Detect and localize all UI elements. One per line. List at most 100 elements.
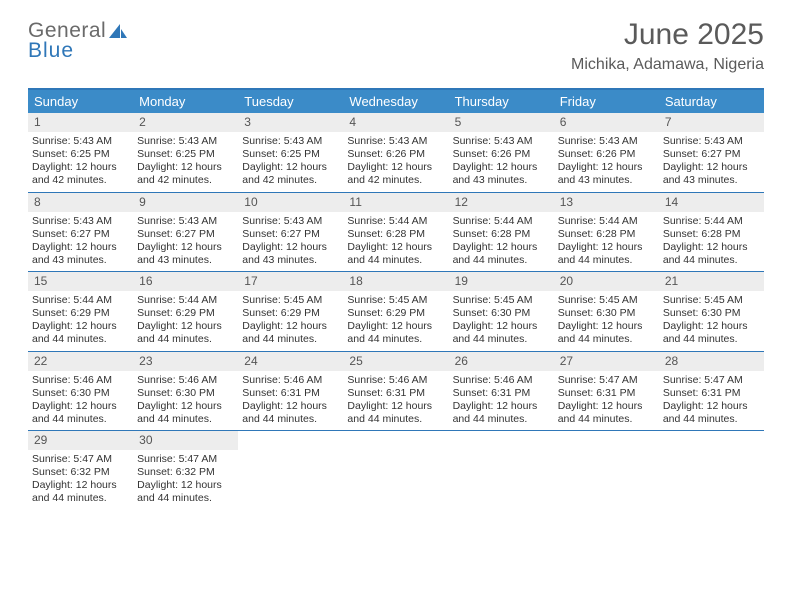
daylight-line: Daylight: 12 hours and 42 minutes. (137, 161, 234, 187)
calendar-day: 11Sunrise: 5:44 AMSunset: 6:28 PMDayligh… (343, 193, 448, 272)
sunset-line: Sunset: 6:26 PM (347, 148, 444, 161)
sunrise-line: Sunrise: 5:46 AM (242, 374, 339, 387)
daylight-line: Daylight: 12 hours and 43 minutes. (32, 241, 129, 267)
sunrise-line: Sunrise: 5:45 AM (453, 294, 550, 307)
day-number (659, 431, 764, 450)
sunrise-line: Sunrise: 5:47 AM (137, 453, 234, 466)
daylight-line: Daylight: 12 hours and 43 minutes. (453, 161, 550, 187)
weekday-header: Saturday (659, 90, 764, 113)
calendar-day: 9Sunrise: 5:43 AMSunset: 6:27 PMDaylight… (133, 193, 238, 272)
calendar-day: 8Sunrise: 5:43 AMSunset: 6:27 PMDaylight… (28, 193, 133, 272)
day-details: Sunrise: 5:43 AMSunset: 6:26 PMDaylight:… (343, 132, 448, 192)
calendar-day: 3Sunrise: 5:43 AMSunset: 6:25 PMDaylight… (238, 113, 343, 192)
sunset-line: Sunset: 6:25 PM (242, 148, 339, 161)
calendar-day: 21Sunrise: 5:45 AMSunset: 6:30 PMDayligh… (659, 272, 764, 351)
sunrise-line: Sunrise: 5:46 AM (347, 374, 444, 387)
daylight-line: Daylight: 12 hours and 44 minutes. (347, 400, 444, 426)
daylight-line: Daylight: 12 hours and 43 minutes. (663, 161, 760, 187)
day-details: Sunrise: 5:43 AMSunset: 6:27 PMDaylight:… (28, 212, 133, 272)
page-header: General Blue June 2025 Michika, Adamawa,… (0, 0, 792, 82)
daylight-line: Daylight: 12 hours and 44 minutes. (558, 400, 655, 426)
day-number: 7 (659, 113, 764, 132)
calendar-day: 14Sunrise: 5:44 AMSunset: 6:28 PMDayligh… (659, 193, 764, 272)
calendar-day (554, 431, 659, 510)
daylight-line: Daylight: 12 hours and 44 minutes. (242, 400, 339, 426)
day-number (449, 431, 554, 450)
calendar-day: 1Sunrise: 5:43 AMSunset: 6:25 PMDaylight… (28, 113, 133, 192)
sunrise-line: Sunrise: 5:46 AM (137, 374, 234, 387)
calendar-day: 6Sunrise: 5:43 AMSunset: 6:26 PMDaylight… (554, 113, 659, 192)
daylight-line: Daylight: 12 hours and 44 minutes. (347, 241, 444, 267)
calendar-day (449, 431, 554, 510)
sunset-line: Sunset: 6:31 PM (558, 387, 655, 400)
calendar-week: 29Sunrise: 5:47 AMSunset: 6:32 PMDayligh… (28, 431, 764, 510)
day-details: Sunrise: 5:43 AMSunset: 6:27 PMDaylight:… (133, 212, 238, 272)
calendar: SundayMondayTuesdayWednesdayThursdayFrid… (28, 88, 764, 510)
calendar-day (659, 431, 764, 510)
sunrise-line: Sunrise: 5:43 AM (137, 215, 234, 228)
sunrise-line: Sunrise: 5:43 AM (32, 215, 129, 228)
calendar-day: 7Sunrise: 5:43 AMSunset: 6:27 PMDaylight… (659, 113, 764, 192)
sunset-line: Sunset: 6:29 PM (347, 307, 444, 320)
daylight-line: Daylight: 12 hours and 44 minutes. (663, 241, 760, 267)
calendar-day: 19Sunrise: 5:45 AMSunset: 6:30 PMDayligh… (449, 272, 554, 351)
sunset-line: Sunset: 6:29 PM (242, 307, 339, 320)
day-details: Sunrise: 5:46 AMSunset: 6:31 PMDaylight:… (238, 371, 343, 431)
sunrise-line: Sunrise: 5:47 AM (663, 374, 760, 387)
day-details: Sunrise: 5:45 AMSunset: 6:30 PMDaylight:… (449, 291, 554, 351)
sunrise-line: Sunrise: 5:43 AM (663, 135, 760, 148)
calendar-day (238, 431, 343, 510)
sunset-line: Sunset: 6:31 PM (663, 387, 760, 400)
weekday-header-row: SundayMondayTuesdayWednesdayThursdayFrid… (28, 90, 764, 113)
daylight-line: Daylight: 12 hours and 44 minutes. (453, 320, 550, 346)
sunset-line: Sunset: 6:32 PM (32, 466, 129, 479)
sunrise-line: Sunrise: 5:44 AM (663, 215, 760, 228)
calendar-day: 30Sunrise: 5:47 AMSunset: 6:32 PMDayligh… (133, 431, 238, 510)
day-number: 28 (659, 352, 764, 371)
sunset-line: Sunset: 6:31 PM (242, 387, 339, 400)
day-number: 16 (133, 272, 238, 291)
sunrise-line: Sunrise: 5:47 AM (32, 453, 129, 466)
day-number: 30 (133, 431, 238, 450)
day-details: Sunrise: 5:43 AMSunset: 6:25 PMDaylight:… (238, 132, 343, 192)
logo-line2: Blue (28, 39, 74, 62)
day-details: Sunrise: 5:43 AMSunset: 6:27 PMDaylight:… (238, 212, 343, 272)
day-details: Sunrise: 5:45 AMSunset: 6:29 PMDaylight:… (343, 291, 448, 351)
day-number: 26 (449, 352, 554, 371)
sunset-line: Sunset: 6:28 PM (347, 228, 444, 241)
month-title: June 2025 (571, 18, 764, 52)
sunrise-line: Sunrise: 5:43 AM (242, 135, 339, 148)
day-details: Sunrise: 5:46 AMSunset: 6:31 PMDaylight:… (449, 371, 554, 431)
daylight-line: Daylight: 12 hours and 43 minutes. (137, 241, 234, 267)
sunrise-line: Sunrise: 5:44 AM (137, 294, 234, 307)
calendar-day: 17Sunrise: 5:45 AMSunset: 6:29 PMDayligh… (238, 272, 343, 351)
location-text: Michika, Adamawa, Nigeria (571, 56, 764, 74)
day-details: Sunrise: 5:45 AMSunset: 6:29 PMDaylight:… (238, 291, 343, 351)
calendar-day: 29Sunrise: 5:47 AMSunset: 6:32 PMDayligh… (28, 431, 133, 510)
sunrise-line: Sunrise: 5:43 AM (558, 135, 655, 148)
sunset-line: Sunset: 6:27 PM (242, 228, 339, 241)
sunset-line: Sunset: 6:28 PM (453, 228, 550, 241)
day-details: Sunrise: 5:44 AMSunset: 6:29 PMDaylight:… (28, 291, 133, 351)
weekday-header: Thursday (449, 90, 554, 113)
sunset-line: Sunset: 6:32 PM (137, 466, 234, 479)
calendar-day: 16Sunrise: 5:44 AMSunset: 6:29 PMDayligh… (133, 272, 238, 351)
day-details: Sunrise: 5:44 AMSunset: 6:29 PMDaylight:… (133, 291, 238, 351)
calendar-day: 13Sunrise: 5:44 AMSunset: 6:28 PMDayligh… (554, 193, 659, 272)
calendar-day: 28Sunrise: 5:47 AMSunset: 6:31 PMDayligh… (659, 352, 764, 431)
day-details: Sunrise: 5:47 AMSunset: 6:32 PMDaylight:… (28, 450, 133, 510)
calendar-day: 15Sunrise: 5:44 AMSunset: 6:29 PMDayligh… (28, 272, 133, 351)
day-details: Sunrise: 5:44 AMSunset: 6:28 PMDaylight:… (343, 212, 448, 272)
daylight-line: Daylight: 12 hours and 44 minutes. (558, 241, 655, 267)
day-number: 18 (343, 272, 448, 291)
sunset-line: Sunset: 6:30 PM (453, 307, 550, 320)
day-details: Sunrise: 5:43 AMSunset: 6:26 PMDaylight:… (449, 132, 554, 192)
sunrise-line: Sunrise: 5:47 AM (558, 374, 655, 387)
day-details: Sunrise: 5:46 AMSunset: 6:30 PMDaylight:… (28, 371, 133, 431)
day-number: 6 (554, 113, 659, 132)
sunrise-line: Sunrise: 5:43 AM (453, 135, 550, 148)
sunset-line: Sunset: 6:26 PM (453, 148, 550, 161)
day-number: 22 (28, 352, 133, 371)
day-number: 4 (343, 113, 448, 132)
daylight-line: Daylight: 12 hours and 42 minutes. (242, 161, 339, 187)
